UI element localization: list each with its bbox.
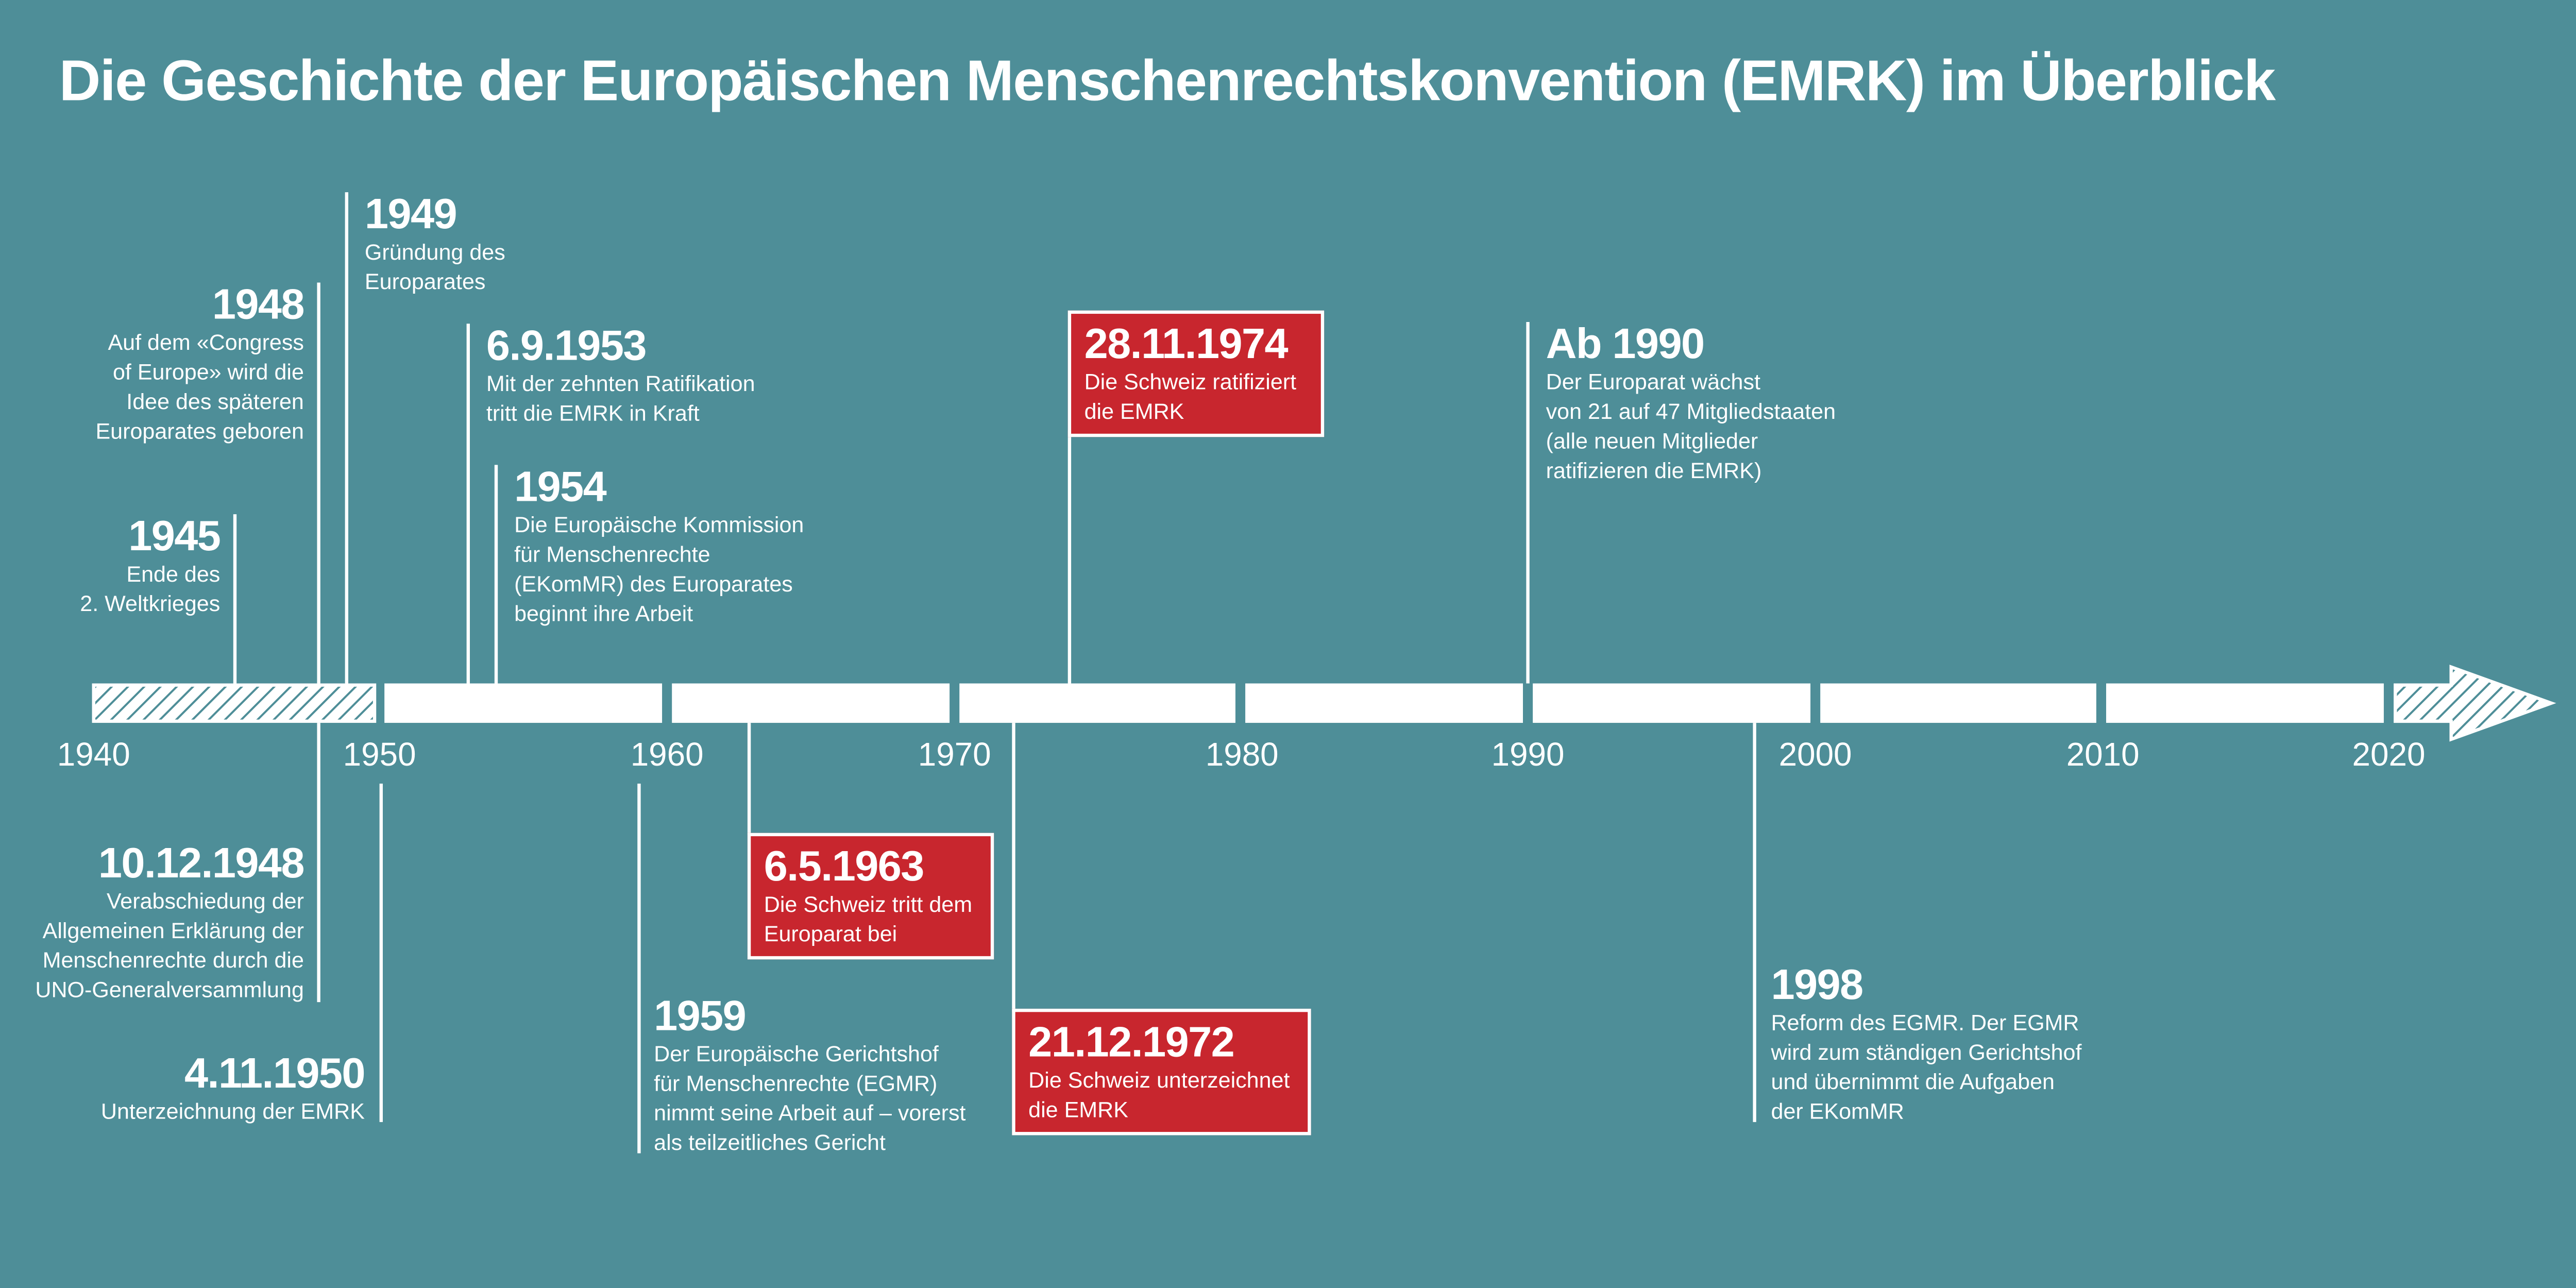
event-1972-highlight: 21.12.1972 Die Schweiz unterzeichnet die… [1012,1008,1311,1136]
event-1948-uno: 10.12.1948 Verabschiedung der Allgemeine… [35,838,304,1005]
event-text: Mit der zehnten Ratifikation tritt die E… [486,371,755,426]
event-1959: 1959 Der Europäische Gerichtshof für Men… [654,991,965,1158]
timeline-arrow [2394,665,2556,742]
timeline-segment-2010s [2106,683,2384,723]
event-1953: 6.9.1953 Mit der zehnten Ratifikation tr… [486,320,755,429]
event-1954: 1954 Die Europäische Kommission für Mens… [514,462,804,629]
axis-label-2000: 2000 [1778,737,1852,774]
event-text: Der Europarat wächst von 21 auf 47 Mitgl… [1546,369,1836,483]
event-date: 6.5.1963 [764,841,925,891]
axis-label-1950: 1950 [343,737,416,774]
event-date: 1948 [212,279,305,329]
event-date: 1998 [1771,959,1864,1009]
event-1998: 1998 Reform des EGMR. Der EGMR wird zum … [1771,959,2082,1127]
axis-label-1960: 1960 [630,737,704,774]
event-date: 10.12.1948 [98,838,305,887]
event-text: Ende des 2. Weltkrieges [80,562,221,616]
event-date: 1949 [364,189,457,239]
event-text: Reform des EGMR. Der EGMR wird zum ständ… [1771,1010,2082,1124]
event-text: Die Schweiz unterzeichnet die EMRK [1028,1067,1290,1122]
event-1949: 1949 Gründung des Europarates [365,189,505,297]
page-title: Die Geschichte der Europäischen Menschen… [59,49,2276,114]
axis-label-2010: 2010 [2066,737,2140,774]
axis-label-1980: 1980 [1205,737,1279,774]
timeline-segment-2000s [1820,683,2096,723]
timeline-segment-1990s [1533,683,1811,723]
timeline-segment-1940s [92,683,377,723]
event-text: Die Schweiz ratifiziert die EMRK [1084,369,1297,424]
event-text: Verabschiedung der Allgemeinen Erklärung… [35,889,304,1003]
event-1974-highlight: 28.11.1974 Die Schweiz ratifiziert die E… [1067,310,1325,437]
event-text: Auf dem «Congress of Europe» wird die Id… [95,330,304,444]
event-date: 1954 [514,462,607,511]
event-text: Die Europäische Kommission für Menschenr… [514,512,804,626]
event-1990: Ab 1990 Der Europarat wächst von 21 auf … [1546,319,1836,486]
event-text: Der Europäische Gerichtshof für Menschen… [654,1041,966,1155]
axis-label-2020: 2020 [2352,737,2426,774]
event-date: 28.11.1974 [1084,318,1289,368]
event-text: Gründung des Europarates [364,240,505,294]
event-date: 6.9.1953 [486,320,647,370]
axis-label-1940: 1940 [57,737,130,774]
timeline-segment-1980s [1245,683,1523,723]
timeline-segment-1950s [384,683,663,723]
timeline-segment-1970s [959,683,1235,723]
timeline-segment-1960s [672,683,950,723]
event-date: 21.12.1972 [1028,1016,1235,1066]
event-date: Ab 1990 [1546,318,1705,368]
axis-label-1970: 1970 [918,737,991,774]
event-date: 1959 [654,990,747,1040]
event-1948-congress: 1948 Auf dem «Congress of Europe» wird d… [95,279,305,447]
event-1950: 4.11.1950 Unterzeichnung der EMRK [100,1048,366,1127]
event-1945: 1945 Ende des 2. Weltkrieges [80,511,221,619]
event-date: 4.11.1950 [184,1048,366,1098]
event-text: Unterzeichnung der EMRK [100,1099,365,1124]
event-text: Die Schweiz tritt dem Europarat bei [764,892,973,946]
event-1963-highlight: 6.5.1963 Die Schweiz tritt dem Europarat… [747,833,994,960]
axis-label-1990: 1990 [1491,737,1565,774]
event-date: 1945 [128,511,221,561]
